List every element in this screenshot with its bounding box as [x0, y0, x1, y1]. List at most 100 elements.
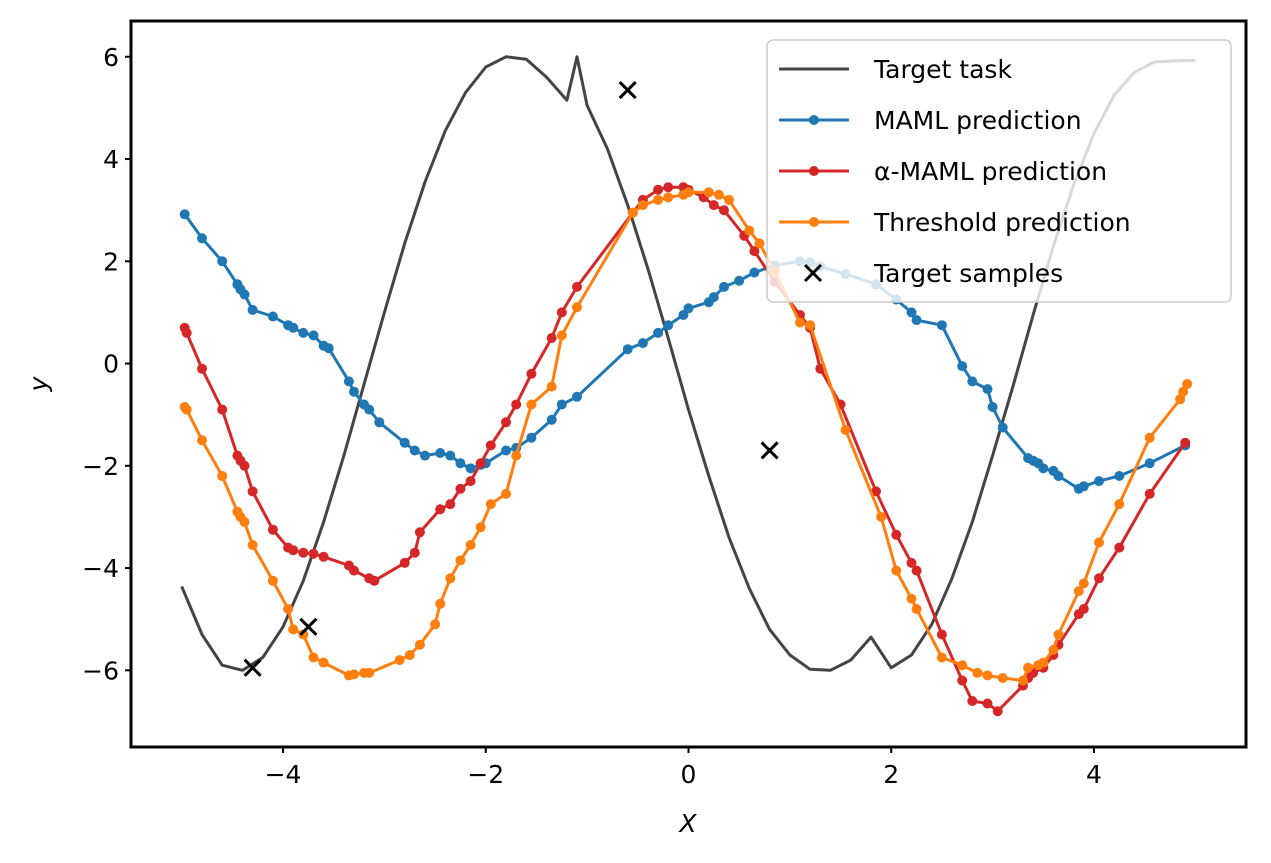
- data-point-threshold-prediction: [683, 187, 694, 198]
- data-point-alpha-maml-prediction: [399, 557, 410, 568]
- data-point-alpha-maml-prediction: [663, 182, 674, 193]
- data-point-threshold-prediction: [217, 471, 228, 481]
- data-point-alpha-maml-prediction: [435, 504, 446, 515]
- legend-label: Target task: [873, 55, 1012, 84]
- y-tick-label: −6: [82, 656, 119, 685]
- data-point-alpha-maml-prediction: [511, 399, 522, 410]
- data-point-maml-prediction: [501, 445, 511, 456]
- data-point-alpha-maml-prediction: [369, 575, 380, 586]
- data-point-threshold-prediction: [394, 655, 405, 666]
- data-point-alpha-maml-prediction: [267, 524, 278, 535]
- data-point-threshold-prediction: [703, 187, 714, 198]
- target-sample-marker: [760, 441, 779, 460]
- data-point-maml-prediction: [967, 376, 978, 387]
- data-point-maml-prediction: [374, 417, 385, 428]
- data-point-maml-prediction: [364, 404, 375, 415]
- legend: Target task MAML prediction α-MAML predict…: [766, 39, 1232, 303]
- data-point-maml-prediction: [708, 292, 719, 303]
- y-tick-label: 4: [103, 145, 119, 174]
- data-point-threshold-prediction: [972, 667, 983, 678]
- data-point-alpha-maml-prediction: [1114, 542, 1125, 553]
- data-point-alpha-maml-prediction: [871, 486, 881, 497]
- data-point-alpha-maml-prediction: [906, 557, 917, 568]
- data-point-threshold-prediction: [445, 573, 456, 584]
- data-point-threshold-prediction: [663, 192, 674, 203]
- legend-label: α-MAML prediction: [874, 157, 1107, 186]
- data-point-alpha-maml-prediction: [546, 333, 557, 343]
- data-point-alpha-maml-prediction: [445, 499, 456, 510]
- data-point-maml-prediction: [734, 275, 745, 286]
- data-point-alpha-maml-prediction: [318, 551, 329, 562]
- data-point-maml-prediction: [572, 391, 582, 402]
- data-point-alpha-maml-prediction: [708, 200, 719, 211]
- y-tick-label: −2: [82, 452, 119, 481]
- data-point-threshold-prediction: [957, 660, 968, 671]
- data-point-threshold-prediction: [906, 593, 917, 604]
- data-point-maml-prediction: [997, 422, 1008, 433]
- data-point-threshold-prediction: [724, 194, 734, 205]
- series-line-target-task: [180, 55, 1196, 672]
- data-point-alpha-maml-prediction: [556, 307, 567, 318]
- data-point-alpha-maml-prediction: [967, 696, 978, 706]
- series-line-alpha-maml-prediction: [183, 185, 1187, 713]
- data-point-alpha-maml-prediction: [414, 527, 425, 538]
- data-point-maml-prediction: [308, 330, 319, 341]
- data-point-alpha-maml-prediction: [247, 486, 258, 497]
- data-point-threshold-prediction: [1114, 499, 1125, 510]
- data-point-alpha-maml-prediction: [217, 404, 228, 415]
- data-point-alpha-maml-prediction: [1144, 488, 1155, 499]
- data-point-threshold-prediction: [414, 639, 425, 650]
- data-point-threshold-prediction: [364, 667, 375, 678]
- data-point-maml-prediction: [197, 233, 207, 244]
- data-point-maml-prediction: [906, 307, 917, 318]
- data-point-alpha-maml-prediction: [465, 476, 476, 487]
- data-point-alpha-maml-prediction: [409, 547, 420, 558]
- x-tick-label: 0: [681, 760, 697, 789]
- data-point-threshold-prediction: [308, 652, 319, 663]
- data-point-threshold-prediction: [572, 302, 582, 313]
- data-point-maml-prediction: [239, 289, 250, 300]
- x-axis-label: X: [677, 809, 697, 838]
- data-point-threshold-prediction: [627, 207, 638, 218]
- data-point-maml-prediction: [663, 320, 674, 331]
- data-point-threshold-prediction: [511, 450, 522, 461]
- data-point-threshold-prediction: [936, 652, 947, 663]
- data-point-maml-prediction: [399, 437, 410, 448]
- data-point-threshold-prediction: [1038, 657, 1049, 668]
- data-point-maml-prediction: [288, 322, 299, 333]
- data-point-threshold-prediction: [349, 669, 359, 680]
- data-point-threshold-prediction: [805, 320, 816, 331]
- data-point-maml-prediction: [683, 303, 694, 314]
- legend-item-target-task: Target task: [779, 55, 1012, 84]
- data-point-alpha-maml-prediction: [1078, 604, 1089, 614]
- data-point-maml-prediction: [1094, 476, 1104, 487]
- data-point-maml-prediction: [556, 399, 567, 410]
- data-point-maml-prediction: [349, 386, 359, 397]
- data-point-threshold-prediction: [485, 499, 496, 510]
- data-point-maml-prediction: [719, 281, 729, 292]
- ticks-layer: −4 −2 0 2 4 −6 −4 −2 0 2 4 6: [82, 43, 1102, 789]
- data-point-maml-prediction: [526, 432, 537, 443]
- data-point-maml-prediction: [1038, 463, 1049, 474]
- data-point-maml-prediction: [409, 445, 420, 456]
- data-point-threshold-prediction: [997, 673, 1008, 683]
- data-point-alpha-maml-prediction: [891, 529, 902, 540]
- target-sample-marker: [299, 617, 318, 636]
- data-point-alpha-maml-prediction: [572, 281, 582, 292]
- data-point-threshold-prediction: [455, 555, 466, 566]
- data-point-alpha-maml-prediction: [298, 547, 309, 558]
- data-point-threshold-prediction: [911, 604, 922, 614]
- y-tick-label: 6: [103, 43, 119, 72]
- data-point-threshold-prediction: [876, 511, 887, 522]
- data-point-maml-prediction: [179, 209, 190, 220]
- data-point-threshold-prediction: [239, 517, 250, 527]
- data-point-threshold-prediction: [891, 565, 902, 576]
- data-point-maml-prediction: [465, 463, 476, 474]
- plot-frame: [129, 19, 1248, 749]
- legend-label: MAML prediction: [874, 106, 1082, 135]
- data-point-maml-prediction: [1078, 481, 1089, 492]
- data-point-threshold-prediction: [840, 425, 851, 435]
- data-point-maml-prediction: [217, 256, 228, 267]
- y-tick-label: 2: [103, 247, 119, 276]
- data-point-threshold-prediction: [1175, 394, 1186, 405]
